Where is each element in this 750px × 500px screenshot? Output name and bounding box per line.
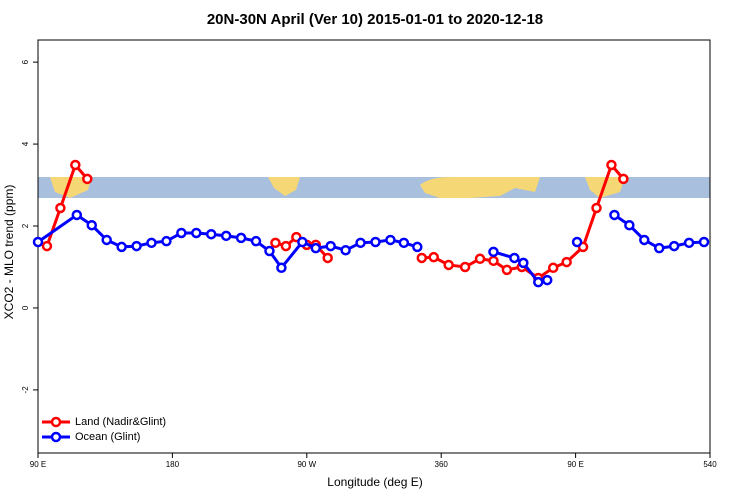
- point: [322, 252, 333, 264]
- point: [191, 227, 202, 239]
- x-tick-label: 90 E: [30, 460, 46, 469]
- point: [146, 237, 157, 249]
- point: [270, 237, 281, 249]
- x-tick-label: 540: [703, 460, 717, 469]
- point: [606, 159, 617, 171]
- point: [398, 237, 410, 249]
- point: [443, 259, 454, 271]
- point: [131, 240, 142, 252]
- point: [385, 234, 396, 246]
- point: [624, 219, 635, 231]
- point: [488, 255, 499, 267]
- point: [205, 228, 217, 240]
- x-tick-label: 90 E: [567, 460, 583, 469]
- point: [250, 235, 262, 247]
- point: [547, 262, 559, 274]
- point: [176, 227, 187, 239]
- point: [280, 240, 292, 252]
- point: [571, 236, 583, 248]
- legend-swatch: [50, 416, 62, 428]
- point: [32, 236, 44, 248]
- point: [428, 251, 439, 263]
- legend-swatch: [50, 431, 62, 443]
- y-tick-label: -2: [21, 386, 30, 394]
- point: [683, 237, 695, 249]
- legend-label: Land (Nadir&Glint): [75, 416, 166, 428]
- point: [86, 219, 98, 231]
- x-tick-label: 360: [435, 460, 449, 469]
- point: [509, 252, 520, 264]
- point: [101, 234, 112, 246]
- chart-title: 20N-30N April (Ver 10) 2015-01-01 to 202…: [207, 11, 543, 28]
- point: [653, 242, 665, 254]
- point: [55, 202, 66, 214]
- point: [412, 241, 423, 253]
- point: [70, 159, 81, 171]
- y-tick-label: 6: [21, 59, 30, 64]
- point: [416, 252, 428, 264]
- point: [71, 209, 83, 221]
- point: [310, 242, 322, 254]
- point: [474, 253, 486, 265]
- x-tick-label: 180: [166, 460, 180, 469]
- x-tick-label: 90 W: [297, 460, 316, 469]
- point: [533, 276, 544, 288]
- y-tick-label: 4: [21, 141, 30, 146]
- point: [618, 173, 629, 185]
- legend-label: Ocean (Glint): [75, 431, 140, 443]
- x-axis-label: Longitude (deg E): [327, 475, 422, 489]
- point: [220, 230, 232, 242]
- point: [488, 246, 499, 258]
- point: [264, 245, 275, 257]
- point: [116, 241, 127, 253]
- point: [668, 240, 680, 252]
- point: [340, 244, 351, 256]
- point: [609, 209, 620, 221]
- point: [82, 173, 93, 185]
- point: [41, 240, 53, 252]
- point: [639, 234, 650, 246]
- point: [561, 256, 572, 268]
- point: [591, 202, 602, 214]
- y-axis-label: XCO2 - MLO trend (ppm): [2, 185, 16, 320]
- point: [235, 232, 247, 244]
- point: [501, 264, 513, 276]
- point: [541, 274, 553, 286]
- point: [161, 235, 172, 247]
- point: [276, 262, 287, 274]
- point: [459, 261, 471, 273]
- map-strip: [38, 177, 710, 198]
- point: [698, 236, 710, 248]
- point: [518, 257, 529, 269]
- point: [355, 237, 366, 249]
- point: [297, 236, 308, 248]
- point: [370, 236, 381, 248]
- y-tick-label: 2: [21, 223, 30, 228]
- point: [325, 240, 336, 252]
- y-tick-label: 0: [21, 305, 30, 310]
- legend: Land (Nadir&Glint) Ocean (Glint): [42, 416, 166, 443]
